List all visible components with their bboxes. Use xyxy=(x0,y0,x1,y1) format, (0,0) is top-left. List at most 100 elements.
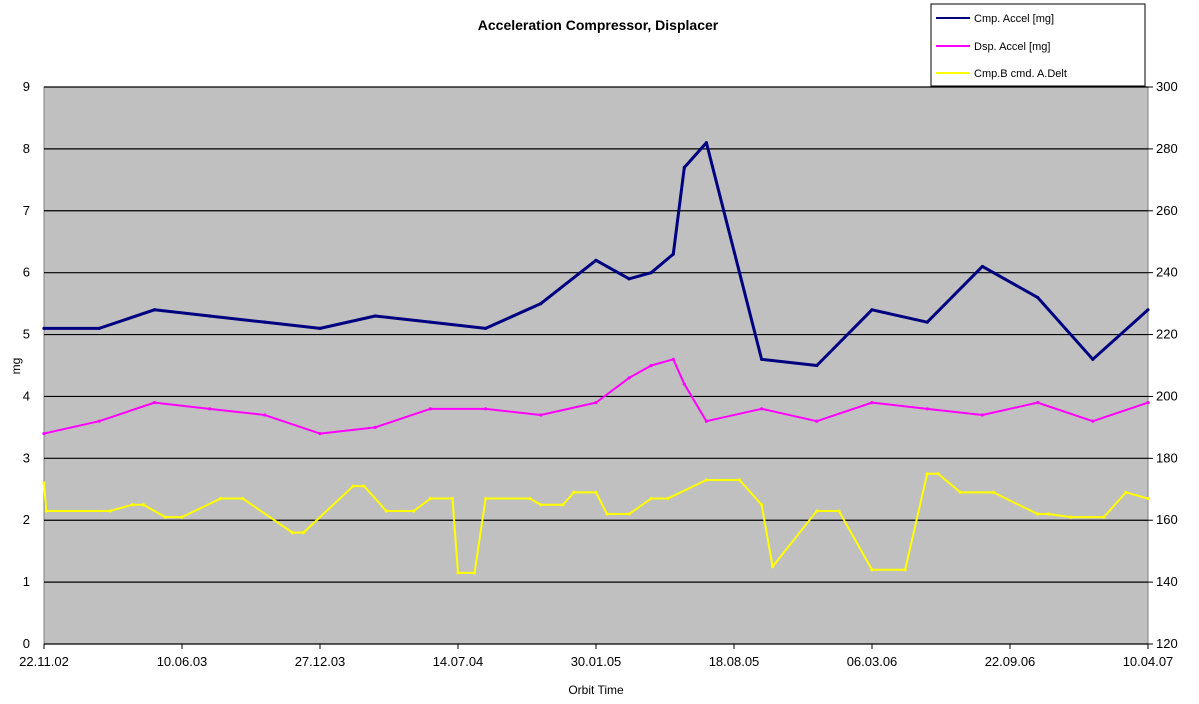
data-point-cmd xyxy=(180,515,184,519)
data-point-cmd xyxy=(572,490,576,494)
data-point-cmp xyxy=(208,314,212,318)
data-point-cmd xyxy=(925,472,929,476)
data-point-dsp xyxy=(428,407,432,411)
data-point-cmd xyxy=(704,478,709,482)
y2-tick-label: 140 xyxy=(1156,574,1178,589)
data-point-cmp xyxy=(152,308,156,312)
data-point-cmd xyxy=(450,496,455,501)
x-tick-label: 30.01.05 xyxy=(571,654,622,669)
chart-title: Acceleration Compressor, Displacer xyxy=(478,17,719,33)
data-point-cmp xyxy=(649,271,653,275)
data-point-cmd xyxy=(44,509,48,513)
y-tick-label: 6 xyxy=(23,265,30,280)
data-point-cmp xyxy=(42,326,46,330)
data-point-cmd xyxy=(666,496,670,501)
data-point-dsp xyxy=(318,431,322,436)
data-point-cmd xyxy=(301,531,306,535)
data-point-cmd xyxy=(384,509,388,513)
data-point-cmd xyxy=(737,478,742,482)
y2-tick-label: 300 xyxy=(1156,79,1178,94)
series-line-cmp xyxy=(44,141,1150,367)
data-point-cmd xyxy=(528,496,532,501)
data-point-cmp xyxy=(815,363,819,368)
data-point-cmd xyxy=(870,568,874,572)
data-point-dsp xyxy=(870,401,874,405)
data-point-cmp xyxy=(373,314,377,318)
y2-axis-ticks: 120 140 160 180 200 220 240 260 280 300 xyxy=(1148,79,1178,651)
data-point-cmd xyxy=(1047,512,1051,516)
data-point-cmd xyxy=(241,496,245,501)
data-point-cmp xyxy=(1036,295,1040,300)
legend-label-dsp: Dsp. Accel [mg] xyxy=(974,41,1050,53)
y2-tick-label: 240 xyxy=(1156,265,1178,280)
data-point-cmd xyxy=(649,496,653,501)
data-point-cmd xyxy=(771,565,775,569)
y-tick-label: 9 xyxy=(23,79,30,94)
data-point-cmd xyxy=(936,472,940,476)
data-point-cmp xyxy=(594,258,598,262)
data-point-cmp xyxy=(318,326,322,330)
data-point-dsp xyxy=(97,419,101,423)
y2-tick-label: 120 xyxy=(1156,636,1178,651)
data-point-cmd xyxy=(1069,515,1073,519)
data-point-cmd xyxy=(428,496,432,501)
legend-label-cmd: Cmp.B cmd. A.Delt xyxy=(974,68,1067,80)
data-point-cmd xyxy=(561,503,565,507)
y-tick-label: 3 xyxy=(23,450,30,465)
data-point-cmd xyxy=(456,571,460,575)
data-point-cmp xyxy=(704,141,709,145)
y-tick-label: 4 xyxy=(23,388,30,403)
data-point-dsp xyxy=(815,419,819,423)
data-point-cmp xyxy=(870,308,874,312)
data-point-cmp xyxy=(671,252,675,256)
data-point-cmd xyxy=(108,509,112,513)
data-point-dsp xyxy=(925,407,929,411)
x-tick-label: 22.11.02 xyxy=(19,654,69,669)
data-point-cmd xyxy=(1036,512,1040,516)
data-point-cmd xyxy=(1124,490,1128,494)
data-point-dsp xyxy=(539,413,543,417)
data-point-cmd xyxy=(484,496,488,501)
data-point-cmd xyxy=(815,509,819,513)
data-point-cmd xyxy=(837,509,841,513)
data-point-cmd xyxy=(1102,515,1106,519)
data-point-cmd xyxy=(627,512,631,516)
data-point-dsp xyxy=(649,363,653,368)
y-axis-label: mg xyxy=(9,358,23,375)
data-point-dsp xyxy=(1146,401,1150,405)
data-point-dsp xyxy=(208,407,212,411)
y-tick-label: 2 xyxy=(23,512,30,527)
data-point-cmd xyxy=(1146,496,1150,501)
data-point-cmd xyxy=(290,531,294,535)
data-point-cmp xyxy=(97,326,101,330)
data-point-cmd xyxy=(42,481,46,485)
y2-tick-label: 200 xyxy=(1156,388,1178,403)
data-point-dsp xyxy=(373,425,377,429)
y2-tick-label: 260 xyxy=(1156,203,1178,218)
data-point-cmp xyxy=(428,320,432,324)
legend: Cmp. Accel [mg] Dsp. Accel [mg] Cmp.B cm… xyxy=(930,3,1146,87)
x-tick-label: 10.04.07 xyxy=(1123,654,1174,669)
data-point-dsp xyxy=(760,407,764,411)
data-point-cmd xyxy=(362,484,366,488)
data-point-cmp xyxy=(484,326,488,330)
data-point-cmp xyxy=(682,165,686,170)
plot-area xyxy=(43,86,1149,645)
y2-tick-label: 220 xyxy=(1156,327,1178,342)
data-point-dsp xyxy=(484,407,488,411)
series-layer xyxy=(42,141,1150,575)
data-point-dsp xyxy=(263,413,267,417)
data-point-dsp xyxy=(1091,419,1095,423)
y2-tick-label: 160 xyxy=(1156,512,1178,527)
data-point-cmd xyxy=(472,571,477,575)
data-point-dsp xyxy=(594,401,598,405)
x-tick-label: 14.07.04 xyxy=(433,654,484,669)
y2-tick-label: 280 xyxy=(1156,141,1178,156)
data-point-cmd xyxy=(991,490,996,494)
x-tick-label: 22.09.06 xyxy=(985,654,1036,669)
x-tick-label: 27.12.03 xyxy=(295,654,346,669)
data-point-cmd xyxy=(594,490,598,494)
data-point-dsp xyxy=(152,401,156,405)
data-point-dsp xyxy=(980,413,985,417)
